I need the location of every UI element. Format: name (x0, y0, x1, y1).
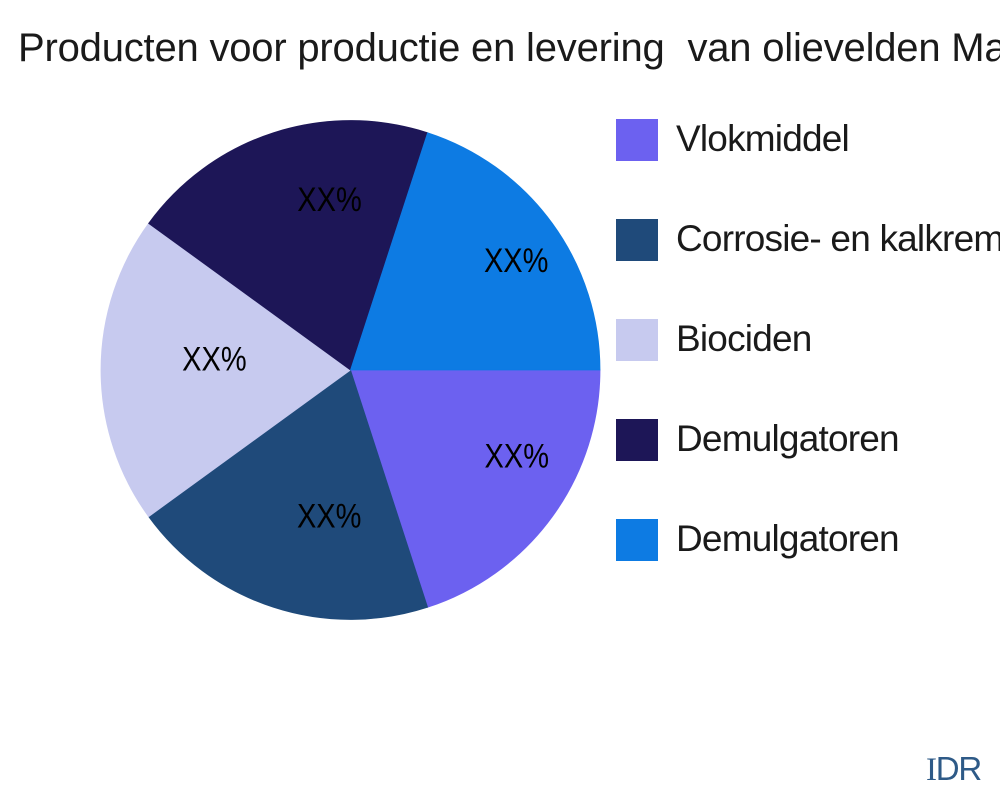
svg-text:XX%: XX% (297, 498, 362, 536)
svg-text:XX%: XX% (182, 341, 247, 379)
svg-text:XX%: XX% (297, 181, 362, 219)
svg-text:XX%: XX% (484, 242, 549, 280)
svg-text:XX%: XX% (485, 438, 550, 476)
